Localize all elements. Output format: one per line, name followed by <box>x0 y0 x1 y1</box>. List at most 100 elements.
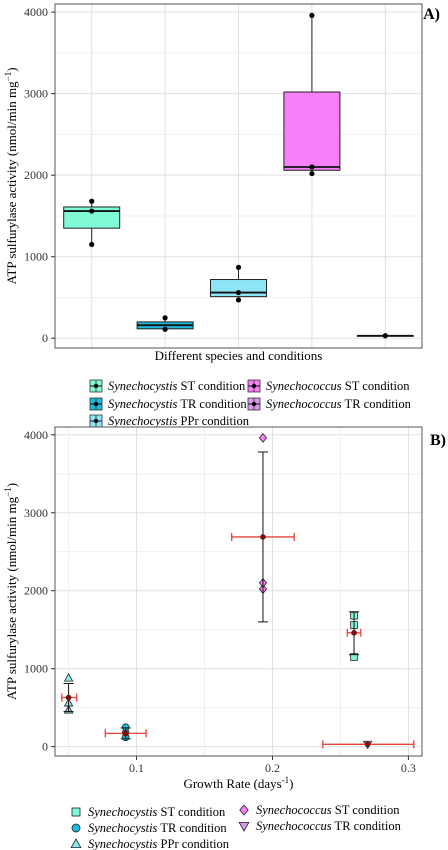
legend-condition: PPr condition <box>157 837 229 850</box>
panel-border <box>54 3 423 349</box>
legend-item-syn_st: Synechococcus ST condition <box>247 379 410 393</box>
data-point <box>89 208 95 214</box>
legend-item-st: Synechocystis ST condition <box>89 379 246 393</box>
legend-species: Synechocystis <box>108 397 178 411</box>
legend-key-marker <box>70 838 82 848</box>
legend-label: Synechocystis ST condition <box>88 805 226 819</box>
y-tick-label: 0 <box>42 740 48 754</box>
series-syn_tr <box>322 740 415 750</box>
box-ppr <box>210 264 267 303</box>
legend-item-ppr: Synechocystis PPr condition <box>89 414 250 428</box>
legend-label: Synechocystis PPr condition <box>88 837 230 850</box>
data-point <box>89 241 95 248</box>
panel-b-scatter-chart: 0 1000 2000 3000 4000 0.1 0.2 0.3 B) Growth Rate … <box>3 426 446 791</box>
data-point <box>309 164 315 170</box>
legend-label: Synechococcus ST condition <box>266 379 410 393</box>
y-tick-label: 4000 <box>24 428 48 442</box>
legend-key-point <box>251 383 257 389</box>
series-st <box>346 611 362 661</box>
legend-label: Synechocystis TR condition <box>88 821 227 835</box>
x-tick-label: 0.3 <box>401 761 416 775</box>
legend-item-ppr: Synechocystis PPr condition <box>70 837 230 850</box>
panel-a-box-chart: 0 1000 2000 3000 4000 A) Different species and… <box>3 3 440 363</box>
y-axis-label: ATP sulfurylase activity (nmol/min mg−1) <box>3 67 19 284</box>
x-axis-label: Different species and conditions <box>155 348 323 363</box>
y-axis-label: ATP sulfurylase activity (nmol/min mg−1) <box>3 483 19 700</box>
panel-label-b: B) <box>430 432 446 449</box>
data-point <box>162 326 168 332</box>
legend-key-marker <box>239 804 249 816</box>
legend-label: Synechocystis ST condition <box>108 379 246 393</box>
y-tick-label: 2000 <box>24 168 48 182</box>
x-axis-label-sup: -1 <box>282 775 290 785</box>
legend-species: Synechococcus <box>256 803 332 817</box>
y-tick-label: 0 <box>42 331 48 345</box>
data-point <box>235 264 242 270</box>
legend-key-point <box>251 401 257 407</box>
box-body <box>283 91 341 171</box>
x-tick-label: 0.1 <box>129 761 144 775</box>
y-tick-label: 3000 <box>24 506 48 520</box>
y-tick-label: 3000 <box>24 87 48 101</box>
x-axis-label-text: Growth Rate (days <box>183 776 281 791</box>
legend-condition: TR condition <box>332 819 402 833</box>
series-syn_st <box>231 433 295 623</box>
legend-label: Synechocystis PPr condition <box>108 414 250 428</box>
data-point <box>162 315 168 321</box>
box-body <box>63 206 121 229</box>
y-axis-label-sup: −1 <box>3 487 13 497</box>
data-point <box>63 672 74 682</box>
data-point <box>309 12 315 19</box>
legend-item-syn_tr: Synechococcus TR condition <box>238 819 402 833</box>
y-axis-label-text: ATP sulfurylase activity (nmol/min mg <box>4 81 19 285</box>
y-axis-label-sup: −1 <box>3 72 13 82</box>
legend-item-tr: Synechocystis TR condition <box>89 397 247 411</box>
y-tick-label: 1000 <box>24 662 48 676</box>
legend-condition: ST condition <box>177 379 246 393</box>
panel-b-legend: Synechocystis ST conditionSynechocystis … <box>70 803 402 850</box>
y-axis-label-close: ) <box>4 67 19 71</box>
mean-point <box>351 630 357 636</box>
legend-key-point <box>93 418 99 424</box>
legend-condition: ST condition <box>157 805 226 819</box>
data-point <box>235 289 242 296</box>
box-syn_st <box>283 12 341 177</box>
legend-key-marker <box>71 823 81 833</box>
legend-species: Synechococcus <box>256 819 332 833</box>
data-point <box>235 297 242 303</box>
mean-point <box>65 694 72 701</box>
legend-species: Synechocystis <box>108 414 178 428</box>
legend-condition: ST condition <box>342 379 411 393</box>
legend-label: Synechococcus ST condition <box>256 803 400 817</box>
legend-condition: TR condition <box>157 821 227 835</box>
legend-condition: ST condition <box>332 803 401 817</box>
legend-condition: TR condition <box>342 397 412 411</box>
legend-item-syn_tr: Synechococcus TR condition <box>247 397 412 411</box>
legend-condition: PPr condition <box>177 414 249 428</box>
legend-item-tr: Synechocystis TR condition <box>71 821 227 835</box>
y-tick-label: 4000 <box>24 5 48 19</box>
mean-point <box>364 741 371 748</box>
legend-species: Synechococcus <box>266 379 342 393</box>
data-point <box>258 433 268 443</box>
data-point <box>89 198 95 204</box>
x-tick-label: 0.2 <box>265 761 280 775</box>
legend-key-marker <box>238 822 250 832</box>
series-tr <box>104 723 147 742</box>
legend-label: Synechococcus TR condition <box>256 819 402 833</box>
legend-species: Synechococcus <box>266 397 342 411</box>
legend-label: Synechococcus TR condition <box>266 397 412 411</box>
box-st <box>63 198 121 248</box>
panel-label-a: A) <box>423 6 440 23</box>
legend-key-marker <box>71 807 81 817</box>
x-axis-label-close: ) <box>289 776 293 791</box>
legend-species: Synechocystis <box>88 805 158 819</box>
mean-point <box>260 534 266 540</box>
mean-point <box>122 730 129 737</box>
y-axis-label-text: ATP sulfurylase activity (nmol/min mg <box>4 496 19 700</box>
legend-key-point <box>93 401 99 407</box>
y-tick-label: 1000 <box>24 250 48 264</box>
data-point <box>382 333 388 339</box>
legend-condition: TR condition <box>177 397 247 411</box>
